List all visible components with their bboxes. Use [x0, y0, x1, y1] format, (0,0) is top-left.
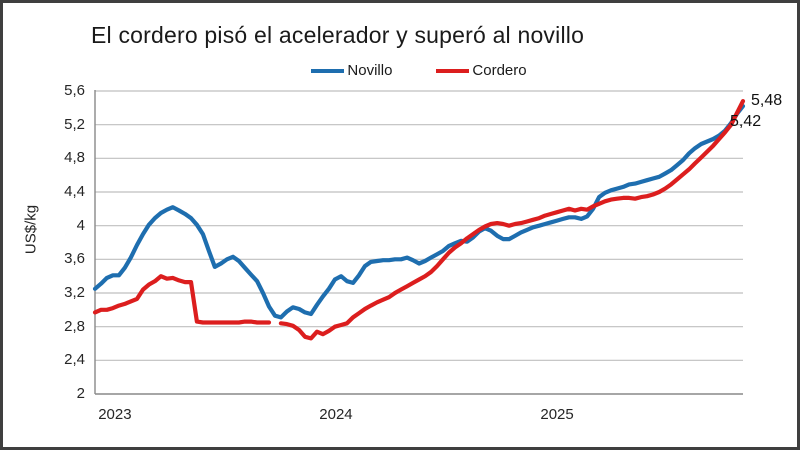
- y-tick-label: 4,8: [64, 149, 85, 167]
- x-tick-label: 2023: [98, 406, 132, 423]
- legend-label-novillo: Novillo: [347, 62, 393, 79]
- legend-item-cordero: Cordero: [436, 62, 527, 79]
- legend-swatch-novillo: [311, 68, 345, 73]
- plot-area: [92, 90, 746, 395]
- y-tick-label: 3,6: [64, 250, 85, 268]
- y-tick-label: 5,6: [64, 82, 85, 99]
- legend-swatch-cordero: [436, 68, 470, 73]
- end-label-novillo: 5,42: [730, 113, 762, 130]
- y-tick-label: 4,4: [64, 183, 85, 200]
- x-tick-label: 2024: [319, 406, 353, 423]
- y-tick-label: 4: [76, 216, 85, 234]
- y-tick-label: 5,2: [64, 115, 85, 133]
- legend: Novillo Cordero: [95, 62, 743, 79]
- series-line-cordero: [92, 99, 746, 341]
- x-tick-label: 2025: [540, 406, 574, 423]
- chart-title: El cordero pisó el acelerador y superó a…: [91, 22, 585, 48]
- series-line-novillo: [92, 104, 746, 320]
- y-tick-label: 3,2: [64, 284, 85, 301]
- y-tick-label: 2: [76, 385, 85, 402]
- legend-item-novillo: Novillo: [311, 62, 392, 79]
- y-tick-label: 2,8: [64, 317, 85, 335]
- legend-label-cordero: Cordero: [472, 62, 527, 79]
- y-tick-label: 2,4: [64, 351, 85, 369]
- end-label-cordero: 5,48: [751, 92, 783, 109]
